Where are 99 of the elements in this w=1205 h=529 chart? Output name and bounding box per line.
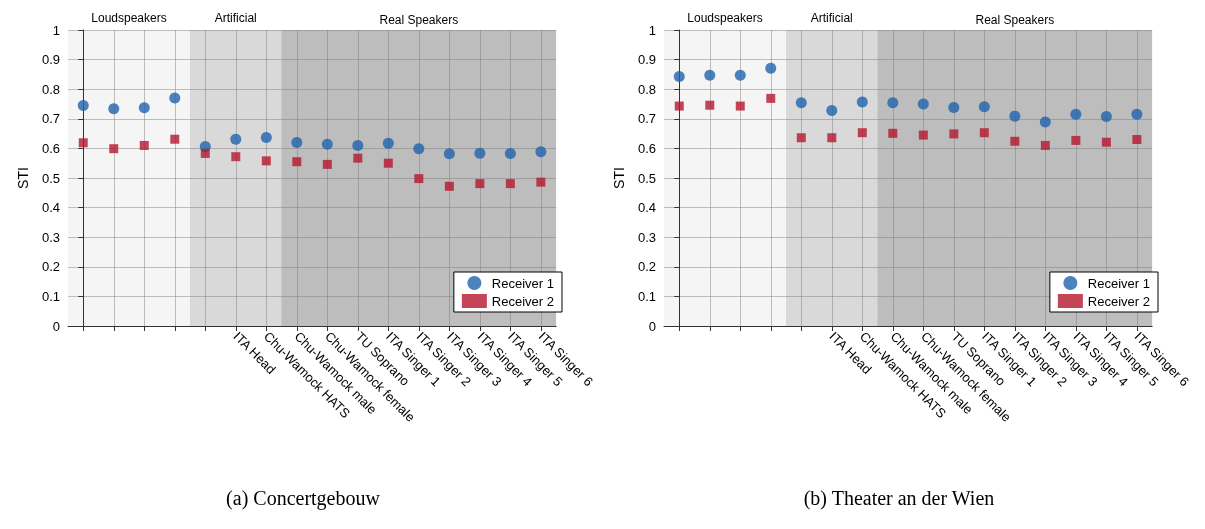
y-tick-label: 0.7 xyxy=(41,111,60,127)
point xyxy=(705,100,715,110)
point xyxy=(536,177,546,187)
y-tick-label: 0.3 xyxy=(41,229,60,245)
y-tick-label: 0 xyxy=(52,318,60,334)
legend-label: Receiver 2 xyxy=(491,293,554,309)
point xyxy=(78,138,88,148)
point xyxy=(1040,140,1050,150)
point xyxy=(261,156,271,166)
point xyxy=(856,96,868,108)
point xyxy=(674,101,684,111)
point xyxy=(352,139,364,151)
point xyxy=(1010,136,1020,146)
point xyxy=(673,70,685,82)
y-tick-label: 0.6 xyxy=(41,140,60,156)
point xyxy=(704,69,716,81)
point xyxy=(291,136,303,148)
point xyxy=(414,174,424,184)
point xyxy=(1132,135,1142,145)
legend-label: Receiver 1 xyxy=(491,275,554,291)
point xyxy=(948,102,960,114)
point xyxy=(1039,116,1051,128)
point xyxy=(382,137,394,149)
y-tick-label: 0.1 xyxy=(41,288,60,304)
point xyxy=(765,62,777,74)
point xyxy=(766,93,776,103)
y-tick-label: 0.8 xyxy=(41,81,60,97)
point xyxy=(230,133,242,145)
point xyxy=(857,128,867,138)
point xyxy=(321,138,333,150)
point xyxy=(827,133,837,143)
point xyxy=(353,153,363,163)
y-tick-label: 0.5 xyxy=(637,170,656,186)
point xyxy=(949,129,959,139)
text: Loudspeakers xyxy=(686,11,764,25)
point xyxy=(260,131,272,143)
y-tick-label: 0 xyxy=(648,318,656,334)
point xyxy=(1070,108,1082,120)
point xyxy=(138,102,150,114)
point xyxy=(169,92,181,104)
point xyxy=(444,181,454,191)
y-tick-label: 0.4 xyxy=(41,200,60,216)
y-tick-label: 0.3 xyxy=(637,229,656,245)
point xyxy=(139,140,149,150)
text: Loudspeakers xyxy=(90,11,168,25)
point xyxy=(1100,110,1112,122)
y-tick-label: 1 xyxy=(648,22,656,38)
point xyxy=(826,105,838,117)
point xyxy=(1131,108,1143,120)
point xyxy=(505,179,515,189)
point xyxy=(1101,137,1111,147)
point xyxy=(1009,110,1021,122)
point xyxy=(200,148,210,158)
point xyxy=(108,103,120,115)
point xyxy=(170,134,180,144)
y-axis-title: STI xyxy=(611,167,627,189)
y-tick-label: 0.9 xyxy=(41,52,60,68)
y-tick-label: 0.2 xyxy=(637,259,656,275)
point xyxy=(979,128,989,138)
y-tick-label: 0.1 xyxy=(637,288,656,304)
point xyxy=(535,146,547,158)
point xyxy=(1071,135,1081,145)
point xyxy=(735,101,745,111)
legend-label: Receiver 1 xyxy=(1087,275,1150,291)
point xyxy=(917,98,929,110)
point xyxy=(383,158,393,168)
text: (a) Concertgebouw xyxy=(226,487,381,510)
y-tick-label: 0.9 xyxy=(637,52,656,68)
point xyxy=(888,128,898,138)
point xyxy=(887,97,899,109)
point xyxy=(292,157,302,167)
y-tick-label: 0.6 xyxy=(637,140,656,156)
band-label: Real Speakers xyxy=(975,13,1055,27)
point xyxy=(475,179,485,189)
text: (b) Theater an der Wien xyxy=(803,487,995,510)
point xyxy=(504,147,516,159)
point xyxy=(231,152,241,162)
point xyxy=(795,97,807,109)
text: Artificial xyxy=(809,11,854,25)
point xyxy=(734,69,746,81)
y-tick-label: 0.4 xyxy=(637,200,656,216)
y-tick-label: 0.8 xyxy=(637,81,656,97)
point xyxy=(109,144,119,154)
y-tick-label: 0.7 xyxy=(637,111,656,127)
point xyxy=(978,101,990,113)
point xyxy=(77,99,89,111)
point xyxy=(474,147,486,159)
point xyxy=(413,143,425,155)
text: Artificial xyxy=(213,11,258,25)
y-tick-label: 0.5 xyxy=(41,170,60,186)
y-tick-label: 0.2 xyxy=(41,259,60,275)
point xyxy=(322,159,332,169)
point xyxy=(796,133,806,143)
legend-label: Receiver 2 xyxy=(1087,293,1150,309)
point xyxy=(443,148,455,160)
band-label: Real Speakers xyxy=(379,13,459,27)
y-axis-title: STI xyxy=(15,167,31,189)
point xyxy=(918,130,928,140)
y-tick-label: 1 xyxy=(52,22,60,38)
